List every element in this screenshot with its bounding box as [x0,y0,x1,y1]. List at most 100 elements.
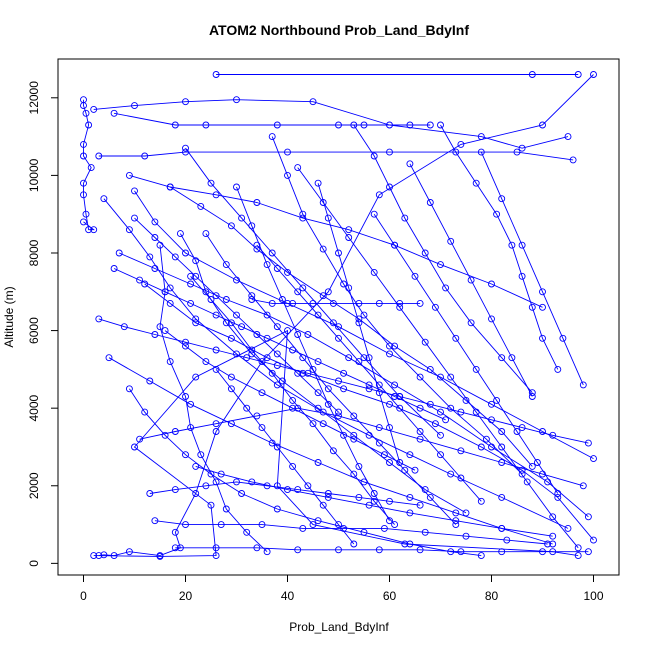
data-point [294,486,302,494]
data-point [289,396,297,404]
data-point [182,521,189,529]
data-point [467,276,475,284]
data-point [447,404,455,412]
series-line-2 [98,74,594,557]
series-line-6 [98,151,574,161]
data-point [335,334,342,342]
data-point [324,385,332,393]
data-point [110,552,118,560]
data-point [472,179,480,187]
data-point [345,284,353,292]
data-point [202,358,210,366]
data-point [549,513,557,521]
data-point [294,331,302,338]
data-point [584,439,592,447]
data-point [554,490,562,497]
data-point [324,214,332,222]
data-point [488,280,495,288]
data-point [227,334,235,342]
data-point [386,400,393,408]
data-point [437,121,444,129]
series-line-30 [215,369,355,545]
data-point [227,222,235,230]
data-point [406,509,414,517]
data-point [549,540,557,548]
series-line-39 [113,268,446,421]
data-point [156,323,164,331]
data-point [518,241,526,249]
series-line-38 [98,318,589,444]
series-line-25 [139,407,584,487]
data-point [355,358,363,366]
data-point [131,443,138,451]
data-point [258,424,266,432]
data-point [360,478,368,486]
data-point [248,346,256,354]
data-point [212,292,220,300]
data-point [406,121,414,129]
data-point [574,552,582,560]
data-point [171,428,179,435]
data-point [447,237,455,245]
data-point [233,96,240,104]
data-point [391,241,399,249]
data-point [212,311,220,319]
data-point [391,521,399,529]
data-point [564,524,572,532]
data-point [243,354,251,362]
data-point [584,548,592,556]
data-point [447,373,455,381]
data-point [452,148,460,156]
data-point [386,183,393,191]
data-point [569,156,577,164]
data-point [564,133,572,141]
series-line-24 [175,547,589,553]
data-point [263,311,271,319]
data-point [289,462,297,470]
data-point [319,420,327,428]
data-point [431,420,439,428]
data-point [187,272,195,280]
data-point [95,152,103,160]
data-point [273,362,281,369]
data-point [355,299,363,307]
data-point [386,424,393,432]
data-point [217,521,225,529]
series-line-37 [149,481,421,506]
data-point [207,501,215,509]
data-point [559,334,567,342]
data-point [539,121,546,129]
data-point [233,478,240,486]
data-point [498,443,506,451]
data-point [539,548,546,556]
data-point [273,443,281,451]
data-point [431,303,439,311]
data-point [406,493,414,501]
data-point [533,459,541,466]
y-tick-label: 8000 [27,239,41,266]
data-point [80,102,87,110]
data-point [350,540,358,548]
data-point [253,199,261,206]
data-point [243,528,251,536]
data-point [324,493,332,501]
data-point [396,393,404,400]
data-point [391,393,399,400]
data-point [227,373,235,381]
data-point [273,265,281,272]
data-point [82,109,90,117]
data-point [182,451,189,459]
y-tick-label: 0 [27,560,41,567]
data-point [166,183,174,191]
data-point [238,323,246,331]
data-point [406,451,414,459]
series-line-18 [271,136,523,475]
data-point [539,303,546,311]
data-point [146,377,154,385]
data-point [141,408,149,416]
data-point [304,482,312,490]
data-point [370,268,378,276]
data-point [222,296,230,303]
data-point [477,443,485,451]
